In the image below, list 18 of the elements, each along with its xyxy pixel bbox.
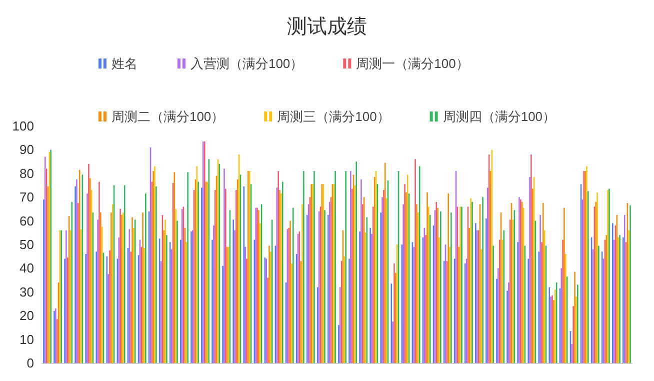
y-tick-label: 60 <box>20 213 34 228</box>
y-tick-label: 30 <box>20 284 34 300</box>
legend-label: 周测一（满分100） <box>356 56 469 71</box>
y-tick-label: 80 <box>20 166 34 181</box>
y-tick-label: 20 <box>20 308 34 324</box>
y-tick-label: 10 <box>20 332 34 347</box>
y-tick-label: 0 <box>26 356 34 370</box>
legend-label: 周测四（满分100） <box>442 109 556 124</box>
y-tick-label: 50 <box>20 237 34 252</box>
y-tick-label: 100 <box>12 118 34 134</box>
legend-label: 周测二（满分100） <box>111 109 224 124</box>
y-tick-label: 40 <box>20 260 34 276</box>
legend-label: 周测三（满分100） <box>277 109 390 124</box>
legend-label: 入营测（满分100） <box>190 56 304 71</box>
chart-title: 测试成绩 <box>287 16 367 38</box>
legend-label: 姓名 <box>111 56 138 71</box>
y-tick-label: 70 <box>20 190 34 205</box>
y-tick-label: 90 <box>20 142 34 158</box>
